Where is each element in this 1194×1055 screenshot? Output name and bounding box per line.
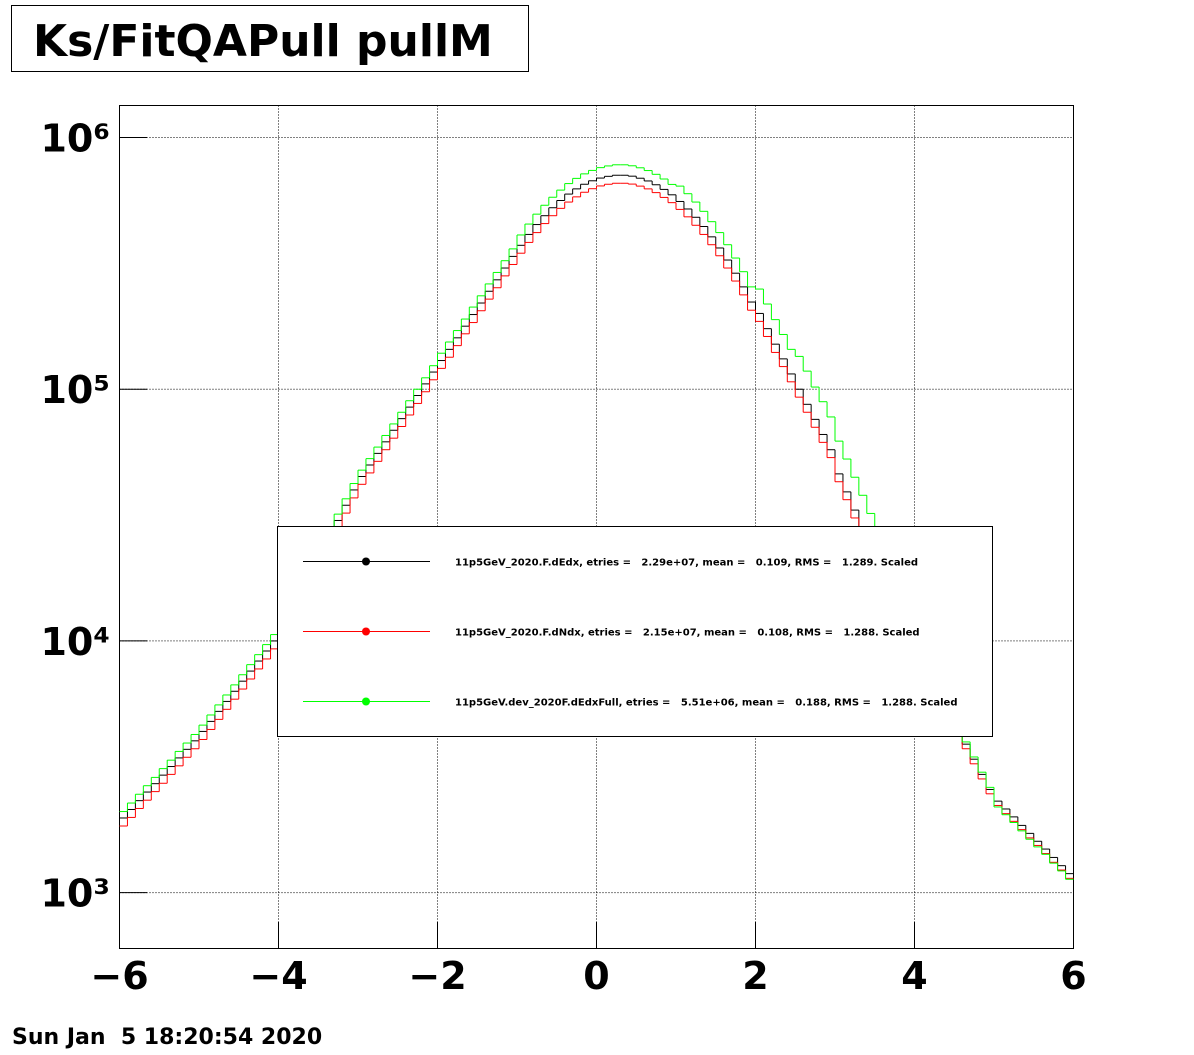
legend-marker (362, 697, 370, 706)
legend-label: 11p5GeV_2020.F.dNdx, etries = 2.15e+07, … (455, 628, 920, 639)
grid (119, 105, 1074, 949)
x-tick-label: 0 (583, 954, 609, 998)
legend-label: 11p5GeV.dev_2020F.dEdxFull, etries = 5.5… (455, 698, 958, 709)
legend: 11p5GeV_2020.F.dEdx, etries = 2.29e+07, … (277, 526, 993, 737)
chart-title: Ks/FitQAPull pullM (33, 16, 493, 67)
x-tick-label: −2 (408, 954, 466, 998)
legend-label: 11p5GeV_2020.F.dEdx, etries = 2.29e+07, … (455, 558, 918, 569)
legend-marker (362, 557, 370, 566)
x-tick-label: 4 (901, 954, 927, 998)
x-tick-label: −4 (249, 954, 307, 998)
legend-marker (362, 627, 370, 636)
footer-date: Sun Jan 5 18:20:54 2020 (12, 1025, 322, 1050)
x-tick-label: 2 (742, 954, 768, 998)
title-box (11, 5, 529, 72)
axes: −6 −4 −2 0 2 4 6 10³ 10⁴ 10⁵ 10⁶ (40, 116, 1086, 998)
y-tick-label: 10⁴ (40, 620, 110, 664)
x-tick-label: 6 (1060, 954, 1086, 998)
y-tick-label: 10⁵ (40, 368, 110, 412)
y-tick-label: 10⁶ (40, 116, 110, 160)
y-tick-label: 10³ (40, 872, 110, 916)
x-tick-label: −6 (90, 954, 148, 998)
